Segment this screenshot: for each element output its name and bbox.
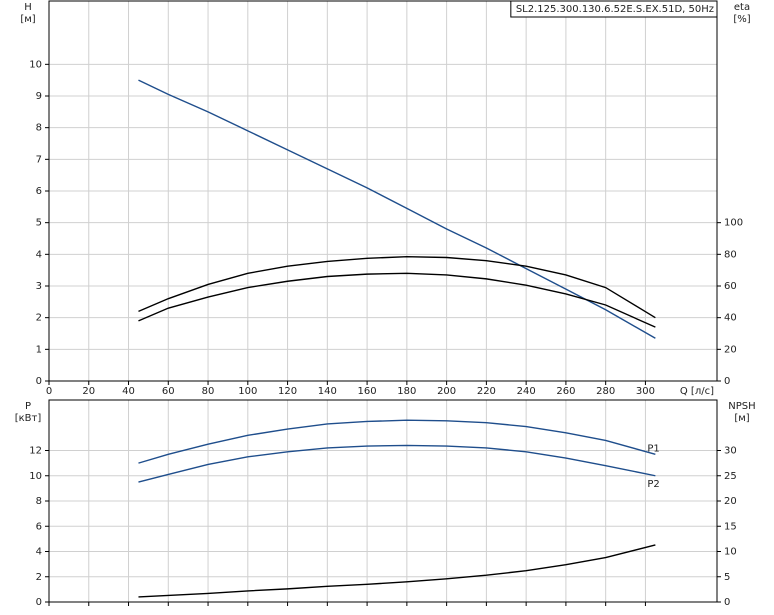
y-axis-unit: [кВт] xyxy=(15,413,42,424)
y-tick-label: 5 xyxy=(36,218,42,229)
y-axis-label: H xyxy=(24,2,32,13)
y-tick-label: 4 xyxy=(36,249,42,260)
x-tick-label: 20 xyxy=(82,386,95,397)
x-tick-label: 220 xyxy=(477,386,496,397)
y2-tick-label: 30 xyxy=(724,446,737,457)
chart-title: SL2.125.300.130.6.52E.S.EX.51D, 50Hz xyxy=(516,4,714,15)
y-tick-label: 6 xyxy=(36,186,42,197)
y2-axis-label: eta xyxy=(734,2,750,13)
curve-label: P1 xyxy=(647,443,659,454)
y2-axis-unit: [м] xyxy=(734,413,749,424)
y-tick-label: 0 xyxy=(36,597,42,608)
y-tick-label: 8 xyxy=(36,123,42,134)
title-box xyxy=(510,0,718,18)
y-tick-label: 8 xyxy=(36,496,42,507)
plot-frame xyxy=(48,0,718,382)
x-tick-label: 160 xyxy=(358,386,377,397)
x-tick-label: 300 xyxy=(636,386,655,397)
x-tick-label: 80 xyxy=(202,386,215,397)
curve xyxy=(138,444,656,483)
y2-tick-label: 15 xyxy=(724,521,737,532)
y2-tick-label: 5 xyxy=(724,572,730,583)
curve xyxy=(138,79,656,339)
x-tick-label: 0 xyxy=(46,386,52,397)
y2-tick-label: 20 xyxy=(724,496,737,507)
x-axis-label: Q [л/с] xyxy=(680,386,714,397)
y-tick-label: 9 xyxy=(36,91,42,102)
curve xyxy=(138,256,656,319)
y-axis-label: P xyxy=(25,401,31,412)
y2-tick-label: 25 xyxy=(724,471,737,482)
x-tick-label: 100 xyxy=(238,386,257,397)
curve xyxy=(138,419,656,464)
x-tick-label: 260 xyxy=(556,386,575,397)
y-tick-label: 2 xyxy=(36,572,42,583)
curve xyxy=(138,272,656,328)
x-tick-label: 140 xyxy=(318,386,337,397)
y2-tick-label: 40 xyxy=(724,313,737,324)
y-tick-label: 1 xyxy=(36,344,42,355)
y2-tick-label: 60 xyxy=(724,281,737,292)
y-axis-unit: [м] xyxy=(20,14,35,25)
plot-frame xyxy=(48,399,718,603)
x-tick-label: 240 xyxy=(517,386,536,397)
y2-tick-label: 10 xyxy=(724,547,737,558)
y-tick-label: 7 xyxy=(36,154,42,165)
y-tick-label: 12 xyxy=(29,446,42,457)
y-tick-label: 2 xyxy=(36,313,42,324)
curve-label: P2 xyxy=(647,479,659,490)
y2-tick-label: 80 xyxy=(724,249,737,260)
y2-tick-label: 20 xyxy=(724,344,737,355)
x-tick-label: 60 xyxy=(162,386,175,397)
x-tick-label: 180 xyxy=(397,386,416,397)
y-tick-label: 6 xyxy=(36,521,42,532)
y2-tick-label: 0 xyxy=(724,597,730,608)
y-tick-label: 10 xyxy=(29,59,42,70)
y2-tick-label: 100 xyxy=(724,218,743,229)
curve xyxy=(138,544,656,598)
y2-tick-label: 0 xyxy=(724,376,730,387)
x-tick-label: 40 xyxy=(122,386,135,397)
y2-axis-label: NPSH xyxy=(728,401,755,412)
x-tick-label: 120 xyxy=(278,386,297,397)
x-tick-label: 280 xyxy=(596,386,615,397)
x-tick-label: 200 xyxy=(437,386,456,397)
y-tick-label: 3 xyxy=(36,281,42,292)
y-tick-label: 0 xyxy=(36,376,42,387)
y2-axis-unit: [%] xyxy=(733,14,750,25)
y-tick-label: 4 xyxy=(36,547,42,558)
y-tick-label: 10 xyxy=(29,471,42,482)
